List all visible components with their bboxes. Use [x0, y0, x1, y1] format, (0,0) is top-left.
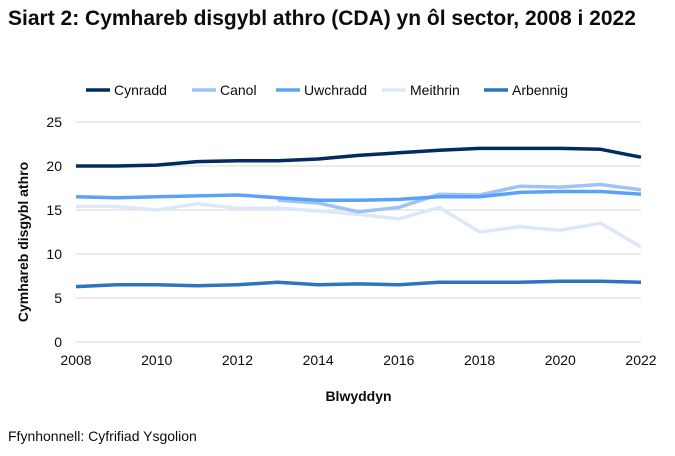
- x-tick-label: 2010: [141, 352, 172, 368]
- series-line-cynradd: [76, 146, 642, 168]
- source-note: Ffynhonnell: Cyfrifiad Ysgolion: [8, 428, 197, 444]
- y-tick-label: 25: [46, 114, 62, 130]
- legend-label: Meithrin: [410, 82, 460, 98]
- y-axis-label: Cymhareb disgybl athro: [15, 162, 31, 322]
- x-tick-label: 2016: [383, 352, 414, 368]
- legend-label: Canol: [220, 82, 257, 98]
- legend-label: Cynradd: [114, 82, 167, 98]
- y-tick-label: 15: [46, 202, 62, 218]
- x-tick-label: 2012: [222, 352, 253, 368]
- series-line-arbennig: [75, 279, 642, 289]
- y-tick-label: 5: [54, 290, 62, 306]
- y-tick-label: 0: [54, 334, 62, 350]
- legend-label: Arbennig: [512, 82, 568, 98]
- chart-title: Siart 2: Cymhareb disgybl athro (CDA) yn…: [8, 7, 636, 30]
- legend-label: Uwchradd: [304, 82, 367, 98]
- x-tick-label: 2022: [625, 352, 656, 368]
- x-tick-label: 2020: [545, 352, 576, 368]
- x-tick-label: 2018: [464, 352, 495, 368]
- series-line-canol: [277, 182, 642, 214]
- series-line-uwchradd: [75, 189, 642, 203]
- x-tick-label: 2014: [303, 352, 334, 368]
- y-tick-label: 10: [46, 246, 62, 262]
- x-tick-label: 2008: [60, 352, 91, 368]
- y-tick-label: 20: [46, 158, 62, 174]
- series-line-meithrin: [76, 202, 642, 249]
- x-axis-label: Blwyddyn: [325, 388, 391, 404]
